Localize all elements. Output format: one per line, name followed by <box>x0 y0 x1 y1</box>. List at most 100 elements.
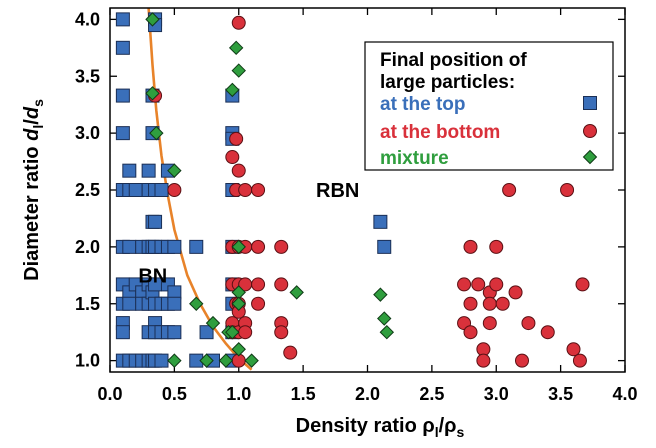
y-tick-label: 3.5 <box>75 66 100 86</box>
bottom-point <box>521 316 536 331</box>
bottom-point <box>508 285 523 300</box>
bottom-point <box>471 277 486 292</box>
top-point <box>167 239 182 254</box>
x-tick-label: 3.0 <box>484 384 509 404</box>
bottom-point <box>482 296 497 311</box>
mixture-point <box>225 324 240 340</box>
bottom-point <box>502 183 517 197</box>
bottom-point <box>283 345 298 360</box>
mixture-point <box>231 63 246 78</box>
mixture-point <box>205 315 221 331</box>
mixture-point <box>379 324 395 340</box>
bottom-point <box>274 239 289 254</box>
bottom-point <box>575 277 590 292</box>
bottom-point <box>251 183 266 197</box>
top-point <box>115 12 130 27</box>
bottom-point <box>238 325 253 340</box>
x-tick-label: 4.0 <box>612 384 637 404</box>
bottom-point <box>495 296 510 311</box>
bottom-point <box>476 353 491 368</box>
mixture-point <box>218 353 234 368</box>
y-tick-label: 2.5 <box>75 180 100 200</box>
bottom-point <box>489 239 504 254</box>
bottom-point <box>489 277 504 292</box>
legend-marker-square <box>583 96 597 110</box>
bottom-point <box>463 325 478 340</box>
x-axis-label: Density ratio ρl/ρs <box>296 415 465 440</box>
x-tick-label: 1.5 <box>291 384 316 404</box>
mixture-point <box>373 287 388 302</box>
annotation-bn: BN <box>138 265 167 287</box>
mixture-point <box>167 353 182 368</box>
bottom-point <box>251 296 266 311</box>
top-point <box>122 239 137 254</box>
top-point <box>167 296 182 311</box>
bottom-point <box>457 277 472 292</box>
bottom-point <box>560 183 575 197</box>
legend-box <box>364 41 614 171</box>
y-axis-label: Diameter ratio dl/ds <box>21 99 46 281</box>
top-point <box>189 239 204 254</box>
top-point <box>115 88 130 103</box>
y-tick-label: 1.5 <box>75 294 100 314</box>
mixture-point <box>149 125 164 141</box>
top-point <box>122 163 137 178</box>
mixture-point <box>145 86 160 101</box>
y-tick-label: 3.0 <box>75 123 100 143</box>
data-points <box>115 12 590 368</box>
mixture-point <box>289 285 304 300</box>
top-point <box>199 325 214 340</box>
top-point <box>148 214 163 229</box>
legend-title-line2: large particles: <box>380 72 515 93</box>
top-point <box>128 183 143 197</box>
bottom-point <box>238 183 253 197</box>
mixture-point <box>225 82 240 98</box>
top-point <box>141 163 156 178</box>
top-point <box>154 183 169 197</box>
bottom-point <box>251 239 266 254</box>
legend-marker-circle <box>583 124 597 138</box>
top-point <box>115 126 130 141</box>
mixture-point <box>199 353 214 368</box>
legend: Final position of large particles: at th… <box>364 41 614 171</box>
x-tick-label: 2.5 <box>419 384 444 404</box>
bottom-point <box>482 316 497 331</box>
mixture-point <box>231 239 246 255</box>
bottom-point <box>463 239 478 254</box>
bottom-point <box>231 163 246 178</box>
top-point <box>115 325 130 340</box>
mixture-point <box>231 342 246 357</box>
legend-entry-bottom: at the bottom <box>380 122 500 143</box>
bottom-point <box>274 277 289 292</box>
bottom-point <box>229 131 244 146</box>
top-point <box>154 353 169 368</box>
top-point <box>377 239 392 254</box>
mixture-point <box>244 353 259 368</box>
legend-title-line1: Final position of <box>380 50 527 71</box>
bottom-point <box>572 353 587 368</box>
bottom-point <box>540 325 555 340</box>
bottom-point <box>231 15 246 30</box>
y-tick-label: 4.0 <box>75 9 100 29</box>
annotation-rbn: RBN <box>316 180 359 202</box>
x-tick-label: 2.0 <box>355 384 380 404</box>
y-tick-label: 2.0 <box>75 237 100 257</box>
bottom-point <box>251 277 266 292</box>
x-tick-label: 0.0 <box>97 384 122 404</box>
plot-frame <box>109 7 626 373</box>
top-point <box>167 325 182 340</box>
bottom-point <box>274 325 289 340</box>
legend-entry-mixture: mixture <box>380 148 449 169</box>
mixture-point <box>231 296 246 311</box>
mixture-point <box>377 311 392 326</box>
mixture-point <box>167 163 182 178</box>
bottom-point <box>566 342 581 357</box>
top-point <box>373 214 388 229</box>
x-tick-label: 0.5 <box>162 384 187 404</box>
bottom-point <box>515 353 529 368</box>
bottom-point <box>225 150 240 165</box>
legend-entry-top: at the top <box>380 94 466 115</box>
bottom-point <box>167 183 182 197</box>
y-tick-label: 1.0 <box>75 351 100 371</box>
